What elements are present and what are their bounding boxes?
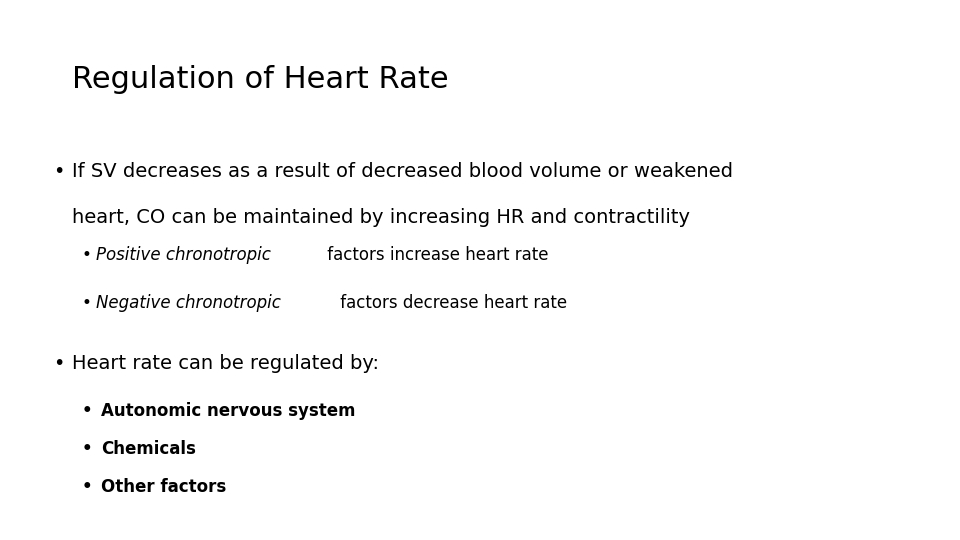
Text: Chemicals: Chemicals <box>101 440 196 458</box>
Text: •: • <box>82 294 91 312</box>
Text: factors decrease heart rate: factors decrease heart rate <box>334 294 566 312</box>
Text: Positive chronotropic: Positive chronotropic <box>96 246 271 264</box>
Text: Heart rate can be regulated by:: Heart rate can be regulated by: <box>72 354 379 373</box>
Text: Negative chronotropic: Negative chronotropic <box>96 294 281 312</box>
Text: •: • <box>82 402 92 420</box>
Text: Regulation of Heart Rate: Regulation of Heart Rate <box>72 65 448 94</box>
Text: If SV decreases as a result of decreased blood volume or weakened: If SV decreases as a result of decreased… <box>72 162 733 181</box>
Text: •: • <box>53 354 64 373</box>
Text: •: • <box>82 478 92 496</box>
Text: heart, CO can be maintained by increasing HR and contractility: heart, CO can be maintained by increasin… <box>72 208 690 227</box>
Text: Other factors: Other factors <box>101 478 226 496</box>
Text: •: • <box>82 440 92 458</box>
Text: •: • <box>53 162 64 181</box>
Text: •: • <box>82 246 91 264</box>
Text: factors increase heart rate: factors increase heart rate <box>322 246 548 264</box>
Text: Autonomic nervous system: Autonomic nervous system <box>101 402 355 420</box>
